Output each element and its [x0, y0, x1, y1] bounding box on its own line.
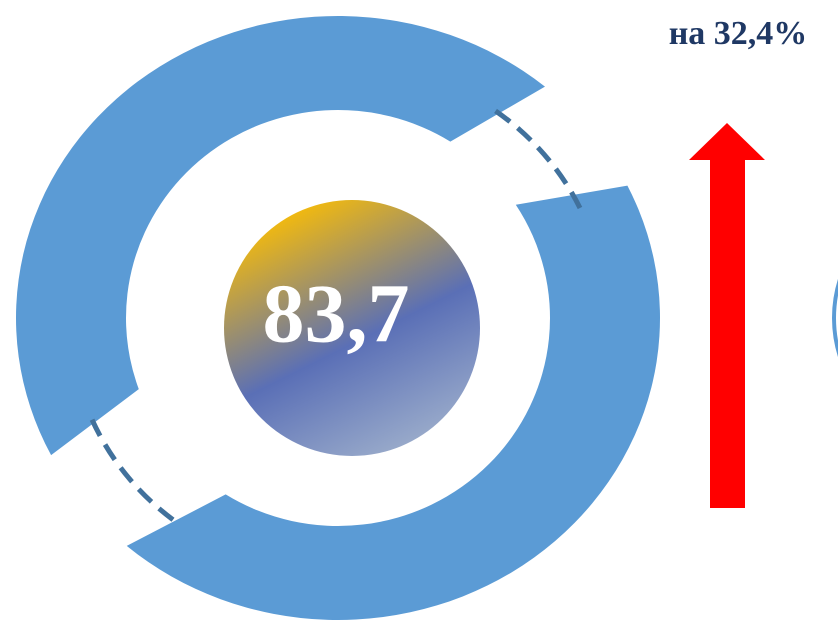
next-circle [832, 279, 838, 357]
ring-segment [15, 15, 545, 456]
up-arrow [689, 123, 765, 508]
dashed-gap [494, 108, 586, 215]
dashed-gap [87, 412, 175, 522]
center-value: 83,7 [263, 267, 410, 360]
ring [15, 15, 660, 620]
ring-segment [126, 185, 660, 620]
center-disc [224, 200, 480, 456]
change-label: на 32,4% [669, 15, 808, 52]
